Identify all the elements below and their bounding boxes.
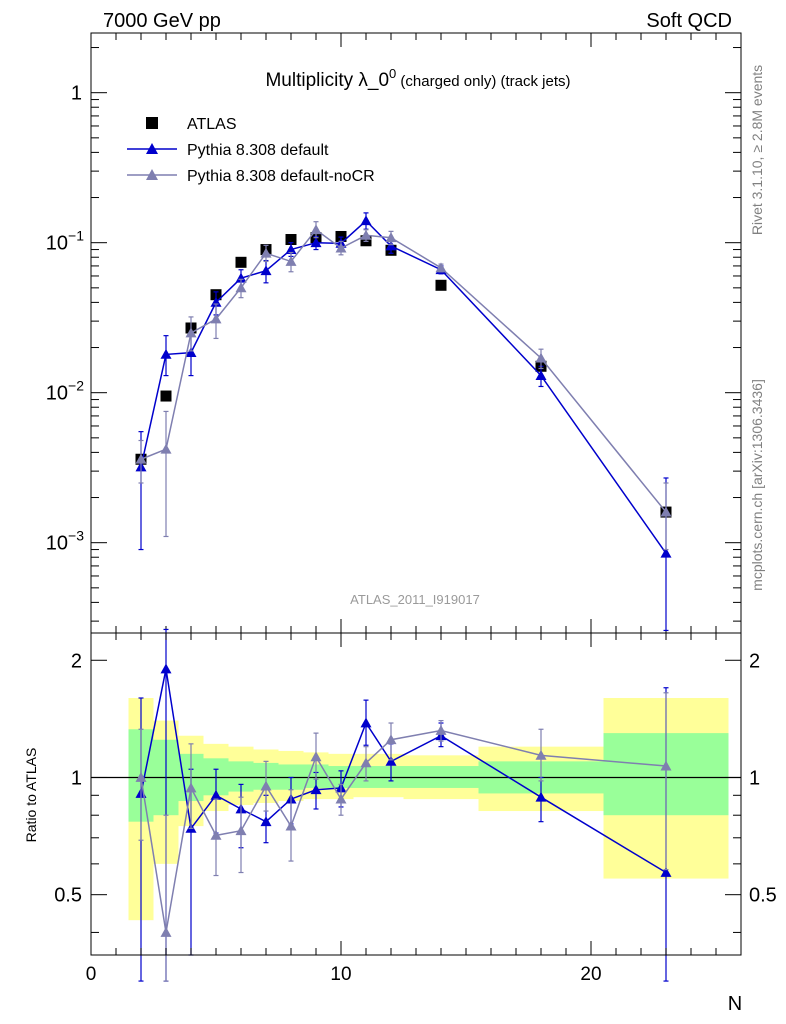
nocr-point	[185, 327, 197, 338]
ratio-y-tick-label: 0.5	[54, 885, 82, 907]
nocr-point	[310, 224, 322, 235]
ratio-default-point	[260, 816, 272, 827]
ratio-xlabel: N	[728, 993, 742, 1015]
ratio-default-point	[360, 717, 372, 728]
default-point	[535, 370, 547, 380]
y-tick-label: 1	[71, 83, 82, 105]
nocr-point	[360, 229, 372, 240]
ratio-nocr-point	[235, 825, 247, 836]
ratio-nocr-point	[535, 749, 547, 760]
nocr-point	[210, 313, 222, 324]
default-point	[360, 215, 372, 226]
ratio-nocr-point	[435, 725, 447, 735]
ratio-nocr-point	[335, 793, 347, 804]
default-point	[160, 348, 172, 359]
ratio-nocr-point	[660, 760, 672, 771]
nocr-point	[285, 255, 297, 266]
default-point	[210, 296, 222, 307]
ratio-default-point	[210, 789, 222, 800]
main-title-text: Multiplicity λ_0	[265, 70, 389, 91]
main-title: Multiplicity λ_00 (charged only) (track …	[265, 66, 570, 91]
ratio-nocr-point	[160, 926, 172, 937]
ratio-ylabel: Ratio to ATLAS	[23, 748, 39, 843]
ratio-nocr-point	[360, 757, 372, 768]
ratio-y-tick-label-right: 1	[749, 767, 760, 789]
ratio-nocr-point	[135, 771, 147, 782]
main-title-suffix: (charged only) (track jets)	[396, 73, 570, 90]
nocr-line	[140, 228, 667, 513]
legend-nocr-marker	[146, 169, 158, 180]
main-title-sup: 0	[389, 66, 396, 81]
ratio-default-point	[385, 755, 397, 766]
ratio-nocr-point	[260, 780, 272, 791]
atlas-point	[435, 279, 447, 291]
mcplots-label: mcplots.cern.ch [arXiv:1306.3436]	[749, 379, 765, 591]
legend-atlas-marker	[146, 117, 158, 129]
ratio-plot: 0 10 20 0.5 0.5 1 1 2 2	[54, 628, 777, 985]
ratio-nocr-point	[210, 829, 222, 840]
ratio-default-point	[535, 791, 547, 802]
default-point	[235, 272, 247, 283]
nocr-point	[385, 232, 397, 243]
y-tick-label: 10−3	[46, 528, 84, 555]
nocr-point	[435, 262, 447, 273]
ratio-nocr-point	[310, 751, 322, 762]
nocr-point	[135, 453, 147, 464]
legend-default-marker	[146, 143, 158, 154]
y-tick-label: 10−2	[46, 378, 84, 405]
watermark: ATLAS_2011_I919017	[350, 592, 480, 607]
ratio-nocr-point	[385, 734, 397, 745]
ratio-default-point	[660, 867, 672, 877]
x-tick-label: 10	[330, 964, 351, 985]
legend-atlas-label: ATLAS	[187, 116, 237, 133]
nocr-point	[335, 242, 347, 253]
default-point	[185, 347, 197, 358]
x-tick-label: 0	[86, 964, 97, 985]
legend: ATLAS Pythia 8.308 default Pythia 8.308 …	[127, 116, 375, 185]
ratio-nocr-point	[185, 782, 197, 793]
ratio-y-tick-label-right: 2	[749, 650, 760, 672]
atlas-point	[235, 256, 247, 268]
ratio-default-line	[140, 668, 667, 874]
atlas-point	[285, 234, 297, 246]
rivet-label: Rivet 3.1.10, ≥ 2.8M events	[749, 65, 765, 235]
nocr-point	[235, 282, 247, 293]
nocr-point	[160, 443, 172, 454]
ratio-nocr-point	[285, 820, 297, 831]
y-tick-label: 10−1	[46, 228, 84, 255]
default-point	[260, 265, 272, 276]
ratio-default-point	[160, 663, 172, 674]
legend-nocr-label: Pythia 8.308 default-noCR	[187, 168, 375, 185]
ratio-y-tick-label: 1	[71, 767, 82, 789]
atlas-point	[160, 390, 172, 402]
ratio-y-tick-label: 2	[71, 650, 82, 672]
nocr-point	[260, 247, 272, 258]
default-point	[660, 547, 672, 558]
main-plot: 1 10−1 10−2 10−3	[46, 32, 742, 634]
default-point	[385, 240, 397, 251]
x-tick-label: 20	[580, 964, 601, 985]
nocr-point	[535, 352, 547, 363]
ratio-y-tick-label-right: 0.5	[749, 885, 777, 907]
ratio-nocr-line	[140, 729, 667, 933]
header-right: Soft QCD	[646, 10, 732, 32]
default-line	[140, 219, 667, 554]
default-point	[310, 237, 322, 248]
nocr-point	[660, 506, 672, 517]
header-left: 7000 GeV pp	[103, 10, 221, 32]
ratio-default-point	[310, 784, 322, 795]
legend-default-label: Pythia 8.308 default	[187, 142, 329, 159]
default-point	[285, 244, 297, 254]
